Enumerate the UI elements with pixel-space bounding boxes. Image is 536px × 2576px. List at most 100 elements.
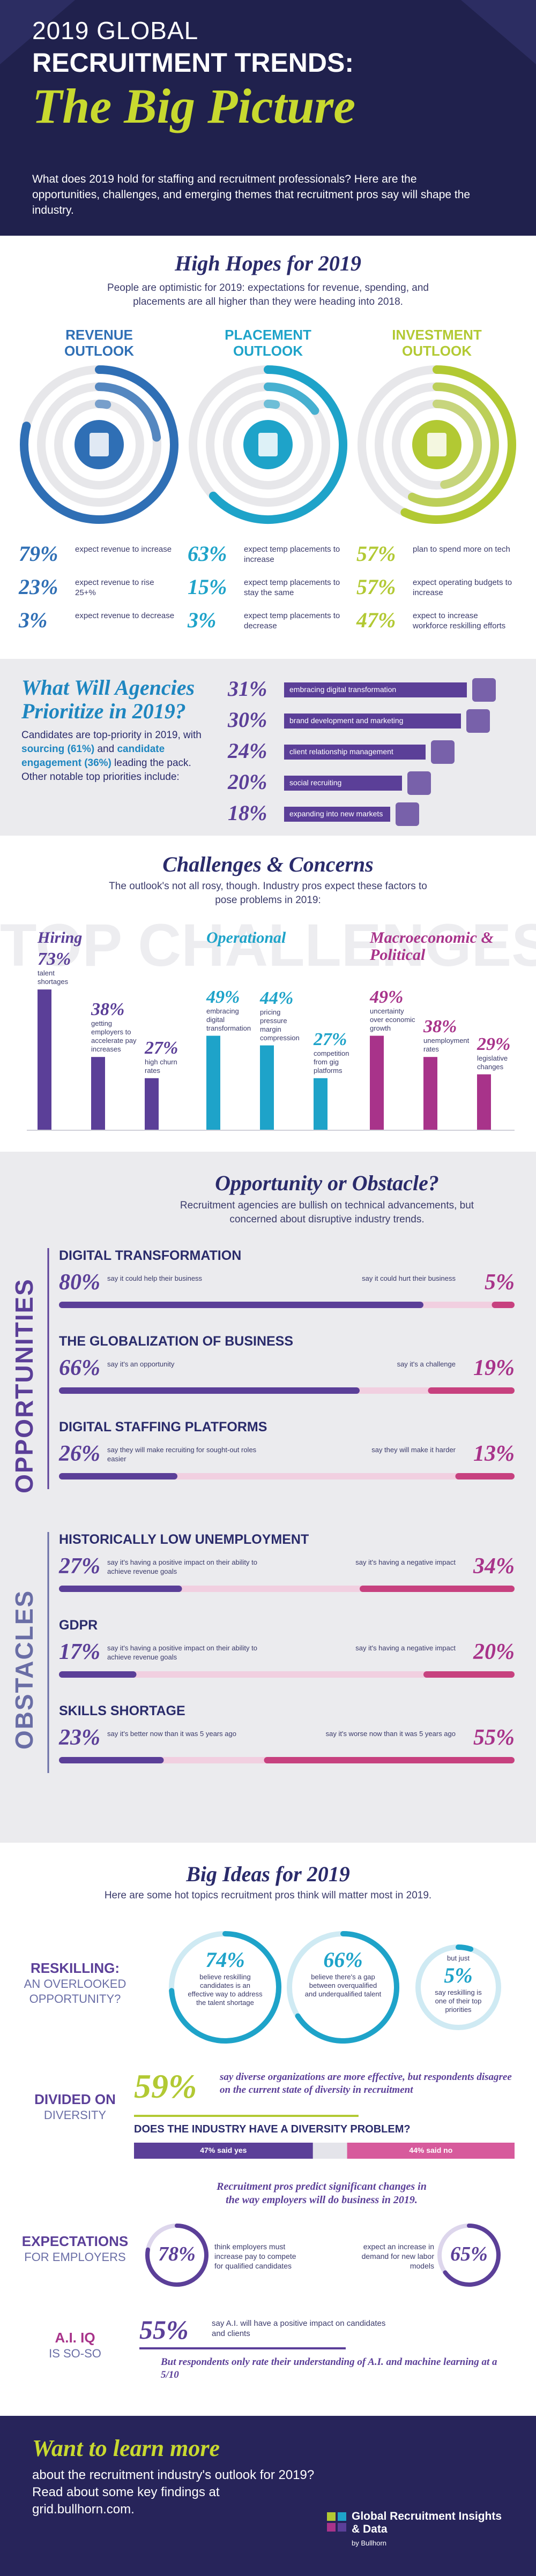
stat-value: 55%	[139, 2315, 189, 2345]
stat-value: 66%	[323, 1948, 363, 1972]
priority-bar	[284, 714, 461, 729]
right-value: 5%	[485, 1270, 515, 1295]
ring-arc	[408, 382, 499, 507]
stat-text: expect revenue to decrease	[75, 611, 175, 620]
section-subtitle: Recruitment agencies are bullish on tech…	[180, 1200, 474, 1225]
row-label: RESKILLING:	[30, 1960, 120, 1976]
row-label: DIVERSITY	[43, 2108, 107, 2122]
stat-value: 59%	[134, 2067, 197, 2105]
priority-value: 18%	[228, 801, 267, 825]
item-heading: THE GLOBALIZATION OF BUSINESS	[59, 1334, 294, 1349]
challenge-label: 49% uncertainty over economic growth	[370, 987, 419, 1033]
stat-text: expect operating budgets to increase	[413, 578, 512, 597]
challenge-text: getting employers to accelerate pay incr…	[91, 1019, 137, 1054]
priority-text: brand development and marketing	[289, 716, 404, 725]
header-line: RECRUITMENT TRENDS:	[32, 48, 354, 78]
header-intro: What does 2019 hold for staffing and rec…	[32, 173, 471, 216]
left-bar	[59, 1473, 177, 1479]
right-bar	[455, 1473, 515, 1479]
group-name: Operational	[206, 929, 286, 947]
priority-bar	[284, 776, 402, 791]
stat-value: 23%	[19, 575, 58, 599]
right-bar	[423, 1671, 515, 1678]
challenge-value: 29%	[477, 1034, 511, 1054]
left-bar	[59, 1387, 360, 1394]
header-decoration	[461, 0, 536, 64]
challenge-label: 73% talent shortages	[38, 950, 87, 986]
text-part: leading the pack. Other notable top prio…	[21, 757, 191, 783]
challenge-bar	[477, 1074, 491, 1130]
priority-value: 31%	[228, 677, 267, 701]
split-bar	[134, 2143, 313, 2159]
section-subtitle: The outlook's not all rosy, though. Indu…	[109, 881, 427, 906]
challenge-value: 44%	[260, 988, 294, 1008]
side-label: OPPORTUNITIES	[10, 1278, 38, 1493]
priority-text: expanding into new markets	[289, 809, 383, 818]
priority-icon	[431, 740, 455, 764]
section-subtitle: People are optimistic for 2019: expectat…	[107, 282, 429, 307]
challenge-bar	[206, 1035, 220, 1130]
stat-mark	[134, 2115, 359, 2117]
priority-icon	[472, 678, 496, 702]
split-label: 47% said yes	[200, 2146, 247, 2154]
left-bar	[59, 1302, 423, 1308]
stat-text: expect to increase workforce reskilling …	[413, 611, 506, 630]
left-value: 23%	[59, 1725, 100, 1750]
challenge-text: embracing digital transformation	[206, 1007, 251, 1032]
stat-value: 15%	[188, 575, 227, 599]
footer-title: Want to learn more	[32, 2435, 220, 2461]
right-bar	[264, 1757, 515, 1763]
challenge-bar	[38, 989, 51, 1130]
ring-arc	[169, 1931, 281, 2044]
left-text: say it could help their business	[107, 1274, 203, 1282]
left-value: 27%	[59, 1554, 100, 1579]
question: DOES THE INDUSTRY HAVE A DIVERSITY PROBL…	[134, 2123, 411, 2135]
stat-value: 5%	[444, 1963, 473, 1987]
section-subtitle: Here are some hot topics recruitment pro…	[104, 1890, 432, 1901]
priority-bar	[284, 807, 390, 822]
column-icon	[427, 433, 446, 456]
logo-text: Global Recruitment Insights & Data	[352, 2510, 502, 2535]
text-part: and	[94, 743, 117, 755]
column-icon	[258, 433, 278, 456]
stat-value: 3%	[19, 608, 48, 632]
column-icon	[90, 433, 109, 456]
stat-value: 47%	[356, 608, 396, 632]
priority-bar	[284, 682, 467, 697]
challenge-label: 27% high churn rates	[145, 1038, 194, 1075]
left-text: say it's having a positive impact on the…	[107, 1558, 257, 1575]
row-label: DIVIDED ON	[34, 2091, 116, 2107]
stat-value: 74%	[205, 1948, 245, 1972]
ring-arc	[95, 382, 161, 442]
left-bar	[59, 1586, 182, 1592]
opportunity-background	[0, 1152, 536, 1843]
challenge-label: 44% pricing pressure margin compression	[260, 988, 309, 1042]
ring-arc	[456, 1944, 474, 1952]
bar-track	[59, 1671, 515, 1678]
stat-text: say reskilling is one of their top prior…	[435, 1988, 482, 2014]
right-value: 19%	[473, 1356, 515, 1380]
left-text: say they will make recruiting for sought…	[107, 1446, 257, 1463]
right-value: 34%	[473, 1554, 515, 1579]
left-bar	[59, 1757, 164, 1763]
challenge-label: 38% getting employers to accelerate pay i…	[91, 1000, 140, 1054]
ring-arc	[209, 365, 347, 524]
group-name: Macroeconomic & Political	[370, 929, 494, 964]
left-text: say it's better now than it was 5 years …	[107, 1730, 236, 1738]
challenge-bar	[314, 1078, 327, 1130]
row-label: A.I. IQ	[55, 2330, 95, 2346]
ring-arc	[145, 2224, 209, 2287]
priority-value: 20%	[228, 770, 267, 794]
stat-text: say A.I. will have a positive impact on …	[212, 2319, 386, 2338]
challenge-value: 73%	[38, 949, 71, 970]
challenge-text: pricing pressure margin compression	[260, 1008, 300, 1042]
challenge-value: 49%	[206, 987, 240, 1007]
right-bar	[428, 1387, 515, 1394]
header-title: The Big Picture	[32, 79, 356, 133]
stat-text: expect temp placements to increase	[244, 545, 340, 564]
priority-text: embracing digital transformation	[289, 685, 397, 694]
priority-icon	[407, 771, 431, 795]
stat-text: believe reskilling candidates is an effe…	[188, 1973, 263, 2007]
left-text: say it's having a positive impact on the…	[107, 1644, 257, 1661]
